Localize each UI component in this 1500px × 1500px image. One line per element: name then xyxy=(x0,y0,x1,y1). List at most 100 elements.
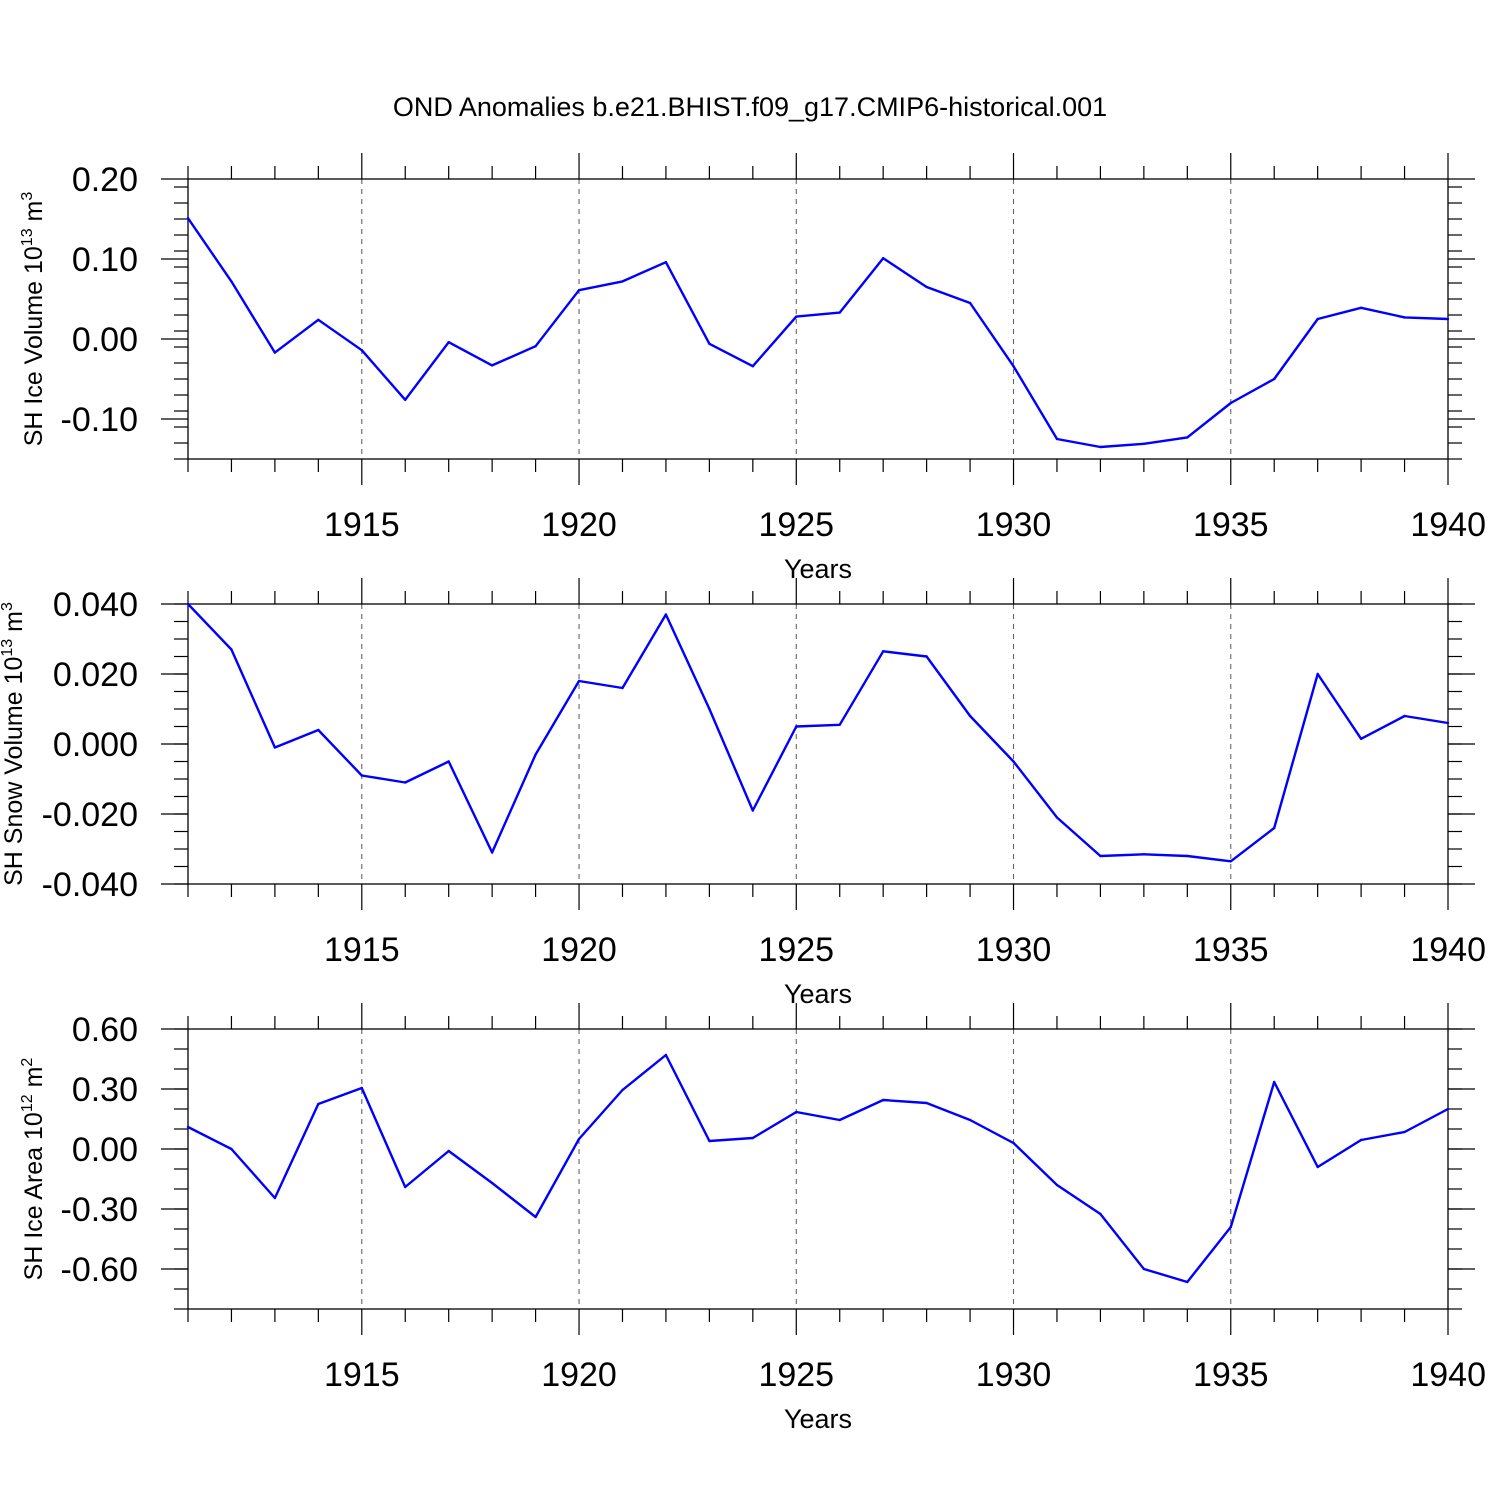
x-tick-label: 1920 xyxy=(541,506,617,544)
data-point xyxy=(404,781,407,784)
panel-ice-volume: 1915 1920 1925 1930 1935 1940 -0.10 0.00 0.10 0.2… xyxy=(19,153,1486,584)
data-point xyxy=(1316,317,1319,321)
data-point xyxy=(186,217,190,220)
plot-frame xyxy=(187,1028,1449,1310)
x-tick-label: 1925 xyxy=(758,931,834,969)
data-point xyxy=(621,686,624,690)
x-tick-label: 1930 xyxy=(976,931,1052,969)
data-point xyxy=(1229,860,1232,863)
y-tick-label: -0.040 xyxy=(42,866,138,904)
data-point xyxy=(1142,853,1146,856)
data-point xyxy=(1316,1165,1319,1169)
data-point xyxy=(1012,1141,1015,1145)
data-point xyxy=(534,1215,537,1219)
y-axis-label: SH Ice Volume 1013 m3 xyxy=(19,192,48,447)
data-point xyxy=(1229,1225,1232,1229)
data-point xyxy=(968,301,972,305)
data-point xyxy=(186,602,190,606)
data-point xyxy=(621,280,624,283)
data-point xyxy=(230,1147,233,1151)
data-point xyxy=(1099,1212,1102,1216)
y-tick-label: -0.10 xyxy=(61,401,139,439)
y-tick-label: -0.020 xyxy=(42,796,138,834)
data-point xyxy=(925,285,928,289)
data-point xyxy=(1273,826,1276,830)
data-point xyxy=(838,723,841,726)
x-tick-label: 1925 xyxy=(758,506,834,544)
series-line xyxy=(187,603,1449,863)
data-point xyxy=(795,725,798,728)
data-point xyxy=(1012,760,1015,763)
data-point xyxy=(881,650,885,653)
data-point xyxy=(317,728,320,732)
y-axis-label-exponent: 13 xyxy=(0,639,16,657)
data-point xyxy=(664,613,668,616)
plot-frame xyxy=(187,603,1449,885)
data-point xyxy=(230,280,233,283)
y-tick-label: 0.60 xyxy=(72,1011,138,1049)
data-point xyxy=(577,1137,581,1141)
data-point xyxy=(925,655,928,658)
data-point xyxy=(1012,365,1015,368)
y-axis-label-exponent: 13 xyxy=(19,228,36,246)
x-axis-label: Years xyxy=(784,979,852,1009)
figure-title: OND Anomalies b.e21.BHIST.f09_g17.CMIP6-… xyxy=(393,92,1107,122)
data-point xyxy=(664,1053,668,1057)
data-point xyxy=(1446,1107,1450,1111)
x-tick-label: 1940 xyxy=(1410,931,1486,969)
data-point xyxy=(490,364,494,367)
data-point xyxy=(838,311,841,314)
x-tick-label: 1935 xyxy=(1193,931,1269,969)
data-point xyxy=(1186,854,1189,858)
data-point xyxy=(881,1098,885,1102)
data-point xyxy=(1359,306,1363,309)
data-point xyxy=(1403,1130,1406,1134)
data-point xyxy=(577,679,581,683)
data-point xyxy=(1229,401,1232,405)
panel-snow-volume: 1915 1920 1925 1930 1935 1940 -0.040 -0.020 0.00… xyxy=(0,578,1486,1009)
y-tick-label: -0.60 xyxy=(61,1251,139,1289)
x-axis-label: Years xyxy=(784,1404,852,1434)
y-tick-label: 0.000 xyxy=(53,726,138,764)
x-tick-label: 1915 xyxy=(324,506,400,544)
data-point xyxy=(273,746,277,749)
y-tick-label: 0.020 xyxy=(53,656,138,694)
x-tick-label: 1935 xyxy=(1193,1356,1269,1394)
data-point xyxy=(751,809,755,812)
y-axis-label-text: SH Ice Volume 10 xyxy=(20,246,48,446)
data-point xyxy=(1099,445,1102,449)
data-point xyxy=(534,753,537,756)
data-point xyxy=(1055,1183,1059,1187)
data-point xyxy=(751,365,755,368)
y-tick-label: 0.10 xyxy=(72,241,138,279)
data-point xyxy=(1316,672,1319,676)
y-axis-label-unit-exponent: 3 xyxy=(0,602,16,611)
data-point xyxy=(1403,316,1406,319)
y-tick-label: 0.00 xyxy=(72,321,138,359)
y-axis-label-unit-exponent: 3 xyxy=(19,192,36,201)
x-tick-label: 1940 xyxy=(1410,1356,1486,1394)
data-point xyxy=(881,257,885,260)
x-tick-label: 1915 xyxy=(324,931,400,969)
x-tick-label: 1920 xyxy=(541,931,617,969)
series-line xyxy=(187,217,1449,449)
data-point xyxy=(230,648,233,651)
x-tick-label: 1935 xyxy=(1193,506,1269,544)
y-axis-label: SH Snow Volume 1013 m3 xyxy=(0,602,28,886)
data-point xyxy=(490,851,494,854)
y-axis-label-text: SH Snow Volume 10 xyxy=(0,657,28,886)
data-point xyxy=(1186,1280,1189,1284)
data-point xyxy=(621,1088,624,1092)
data-point xyxy=(968,714,972,718)
x-tick-label: 1930 xyxy=(976,506,1052,544)
data-point xyxy=(1186,436,1189,439)
data-point xyxy=(1446,721,1450,725)
data-point xyxy=(708,1139,711,1143)
x-tick-label: 1930 xyxy=(976,1356,1052,1394)
data-point xyxy=(360,774,363,777)
data-point xyxy=(577,289,581,292)
data-point xyxy=(490,1181,494,1185)
x-tick-label: 1920 xyxy=(541,1356,617,1394)
y-axis-label-unit: m xyxy=(20,201,48,229)
y-tick-label: 0.040 xyxy=(53,586,138,624)
